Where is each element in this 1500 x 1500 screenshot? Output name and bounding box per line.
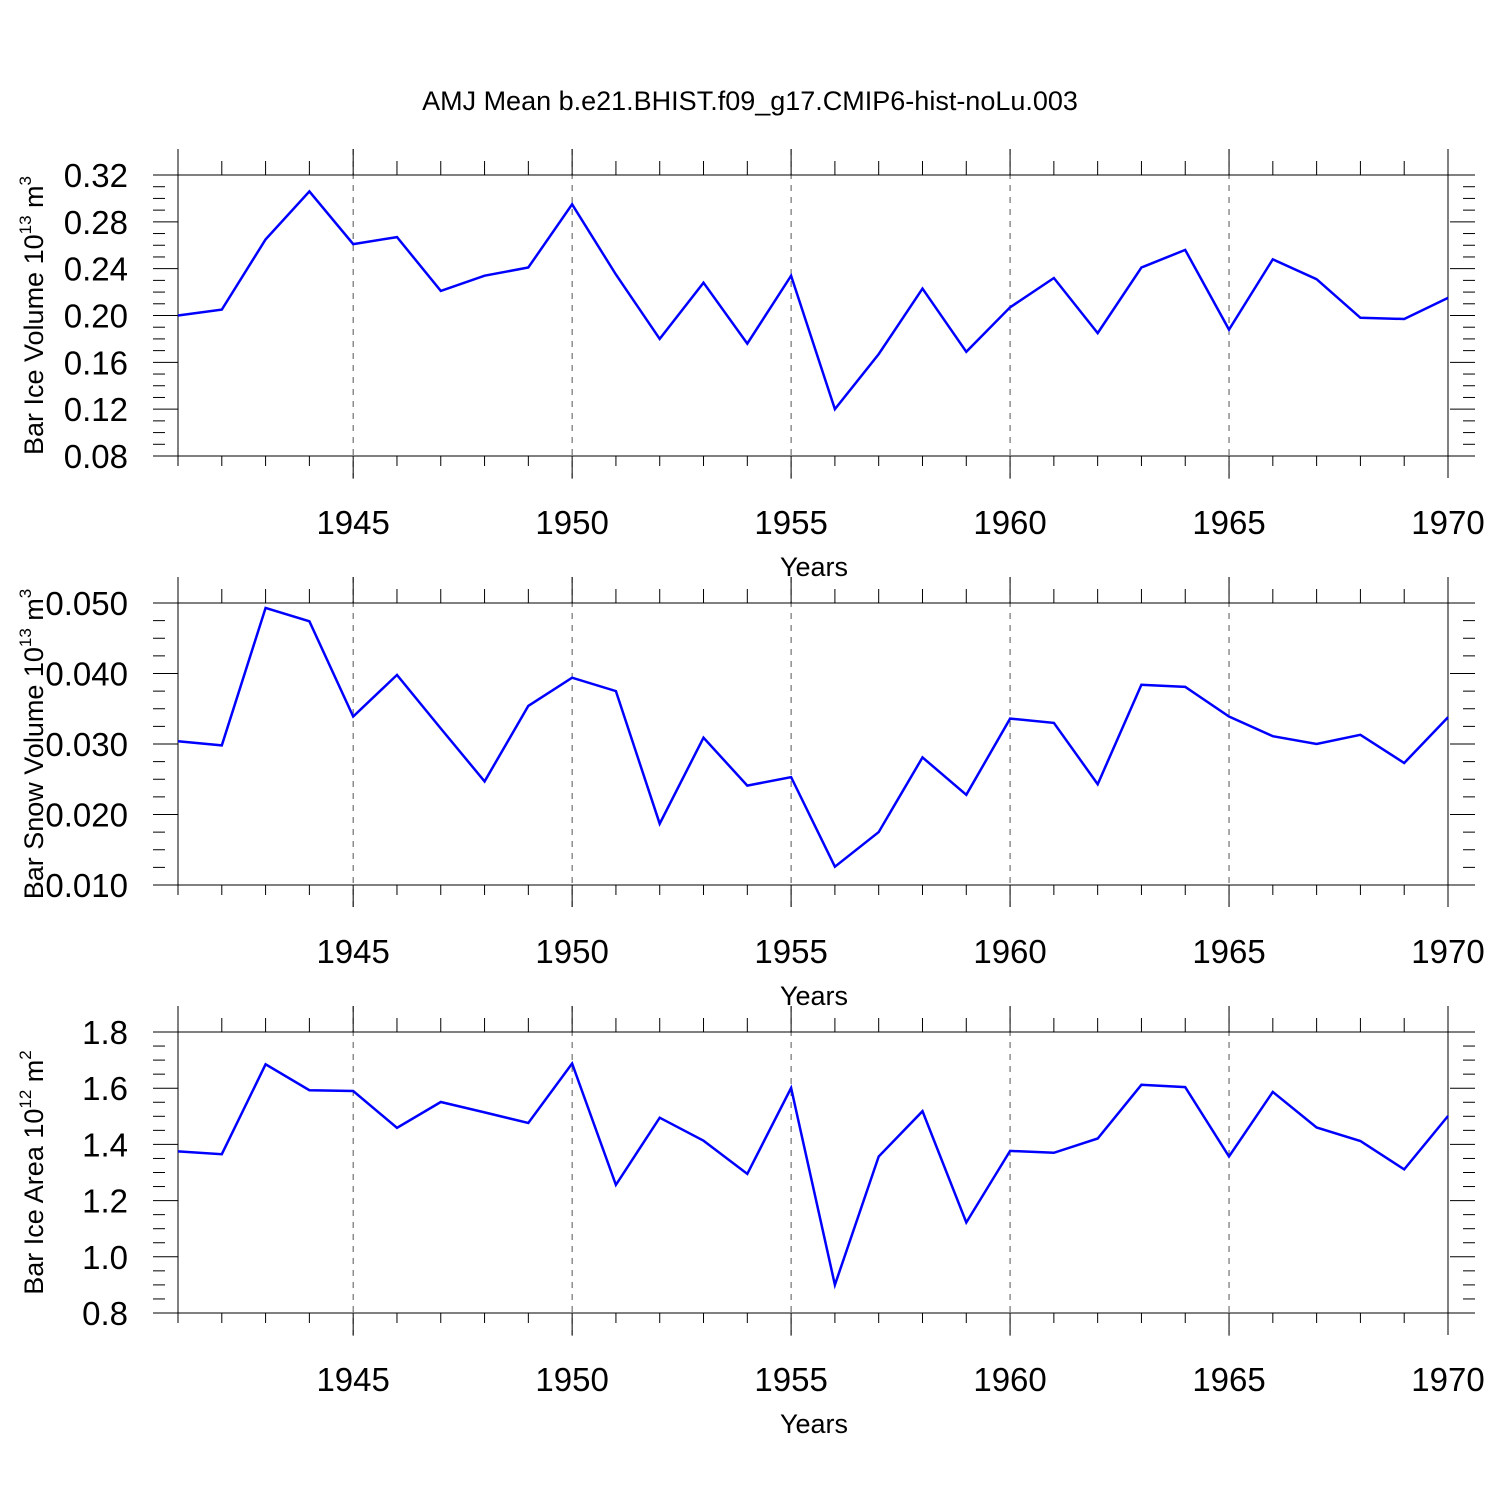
y-tick-label: 1.0 bbox=[82, 1239, 128, 1276]
y-tick-label: 1.4 bbox=[82, 1126, 128, 1163]
y-tick-label: 0.040 bbox=[45, 656, 128, 693]
y-tick-label: 0.24 bbox=[64, 251, 128, 288]
y-tick-label: 0.28 bbox=[64, 204, 128, 241]
x-tick-label: 1960 bbox=[973, 1361, 1046, 1398]
data-line bbox=[177, 606, 1449, 869]
y-axis-title: Bar Snow Volume 1013 m3 bbox=[16, 589, 49, 900]
y-tick-label: 0.050 bbox=[45, 585, 128, 622]
x-tick-label: 1950 bbox=[535, 504, 608, 541]
x-tick-label: 1955 bbox=[754, 504, 827, 541]
x-tick-label: 1970 bbox=[1411, 504, 1484, 541]
y-tick-label: 0.16 bbox=[64, 344, 128, 381]
y-tick-label: 1.2 bbox=[82, 1183, 128, 1220]
y-tick-label: 0.010 bbox=[45, 867, 128, 904]
y-tick-label: 0.12 bbox=[64, 391, 128, 428]
x-axis-title: Years bbox=[780, 552, 848, 582]
panel-1: 0.08 0.12 0.16 0.20 0.24 0.28 0.32 1945 1950 1955… bbox=[16, 149, 1485, 582]
y-tick-label: 0.030 bbox=[45, 726, 128, 763]
y-tick-label: 0.32 bbox=[64, 157, 128, 194]
chart-title: AMJ Mean b.e21.BHIST.f09_g17.CMIP6-hist-… bbox=[422, 86, 1078, 116]
x-tick-label: 1955 bbox=[754, 1361, 827, 1398]
x-tick-label: 1965 bbox=[1192, 1361, 1265, 1398]
x-tick-label: 1965 bbox=[1192, 933, 1265, 970]
x-tick-label: 1945 bbox=[316, 1361, 389, 1398]
x-tick-label: 1945 bbox=[316, 504, 389, 541]
y-tick-label: 0.8 bbox=[82, 1295, 128, 1332]
x-axis-title: Years bbox=[780, 981, 848, 1011]
y-tick-label: 0.020 bbox=[45, 797, 128, 834]
y-tick-label: 1.6 bbox=[82, 1070, 128, 1107]
x-tick-label: 1960 bbox=[973, 504, 1046, 541]
x-tick-label: 1950 bbox=[535, 933, 608, 970]
x-tick-label: 1965 bbox=[1192, 504, 1265, 541]
x-tick-label: 1960 bbox=[973, 933, 1046, 970]
y-tick-label: 0.08 bbox=[64, 438, 128, 475]
panel-2: 0.010 0.020 0.030 0.040 0.050 1945 1950 1955 196… bbox=[16, 577, 1485, 1011]
x-axis-title: Years bbox=[780, 1409, 848, 1439]
x-tick-label: 1955 bbox=[754, 933, 827, 970]
x-tick-label: 1945 bbox=[316, 933, 389, 970]
data-line bbox=[177, 1060, 1449, 1290]
y-axis-title: Bar Ice Volume 1013 m3 bbox=[16, 176, 49, 455]
y-tick-label: 1.8 bbox=[82, 1014, 128, 1051]
x-tick-label: 1950 bbox=[535, 1361, 608, 1398]
data-line bbox=[177, 189, 1449, 412]
x-tick-label: 1970 bbox=[1411, 933, 1484, 970]
x-tick-label: 1970 bbox=[1411, 1361, 1484, 1398]
y-tick-label: 0.20 bbox=[64, 298, 128, 335]
y-axis-title: Bar Ice Area 1012 m2 bbox=[16, 1050, 49, 1295]
panel-3: 0.8 1.0 1.2 1.4 1.6 1.8 1945 1950 1955 1960 1965 19… bbox=[16, 1006, 1485, 1439]
